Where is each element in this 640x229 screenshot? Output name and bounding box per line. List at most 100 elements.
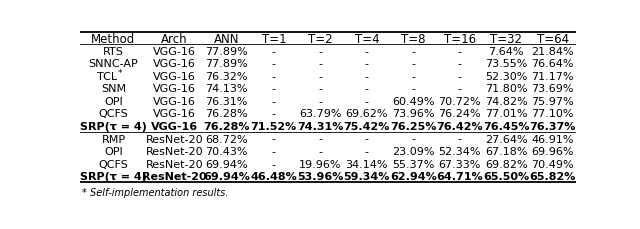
Text: -: - xyxy=(458,134,462,144)
Text: T=64: T=64 xyxy=(537,33,569,46)
Text: ResNet-20: ResNet-20 xyxy=(146,159,204,169)
Text: T=4: T=4 xyxy=(355,33,379,46)
Text: 46.91%: 46.91% xyxy=(531,134,574,144)
Text: 52.30%: 52.30% xyxy=(485,71,527,82)
Text: -: - xyxy=(272,59,276,69)
Text: * Self-implementation results.: * Self-implementation results. xyxy=(83,187,229,197)
Text: ResNet-20: ResNet-20 xyxy=(146,134,204,144)
Text: -: - xyxy=(318,46,323,57)
Text: 75.97%: 75.97% xyxy=(531,96,574,106)
Text: 19.96%: 19.96% xyxy=(299,159,342,169)
Text: 70.43%: 70.43% xyxy=(205,147,248,156)
Text: -: - xyxy=(365,134,369,144)
Text: 67.33%: 67.33% xyxy=(438,159,481,169)
Text: 71.52%: 71.52% xyxy=(251,121,297,131)
Text: 71.80%: 71.80% xyxy=(485,84,527,94)
Text: VGG-16: VGG-16 xyxy=(153,71,196,82)
Text: -: - xyxy=(458,84,462,94)
Text: 70.72%: 70.72% xyxy=(438,96,481,106)
Text: -: - xyxy=(412,84,415,94)
Text: -: - xyxy=(318,71,323,82)
Text: 60.49%: 60.49% xyxy=(392,96,435,106)
Text: 67.18%: 67.18% xyxy=(485,147,527,156)
Text: OPI: OPI xyxy=(104,96,123,106)
Text: -: - xyxy=(365,59,369,69)
Text: T=1: T=1 xyxy=(262,33,286,46)
Text: 69.94%: 69.94% xyxy=(203,172,250,181)
Text: -: - xyxy=(318,134,323,144)
Text: T=16: T=16 xyxy=(444,33,476,46)
Text: RMP: RMP xyxy=(101,134,125,144)
Text: -: - xyxy=(365,71,369,82)
Text: 76.24%: 76.24% xyxy=(438,109,481,119)
Text: 7.64%: 7.64% xyxy=(488,46,524,57)
Text: QCFS: QCFS xyxy=(99,159,128,169)
Text: 21.84%: 21.84% xyxy=(531,46,574,57)
Text: -: - xyxy=(318,147,323,156)
Text: 69.94%: 69.94% xyxy=(205,159,248,169)
Text: 59.34%: 59.34% xyxy=(344,172,390,181)
Text: 70.49%: 70.49% xyxy=(531,159,574,169)
Text: 73.96%: 73.96% xyxy=(392,109,435,119)
Text: 68.72%: 68.72% xyxy=(205,134,248,144)
Text: 69.62%: 69.62% xyxy=(346,109,388,119)
Text: ResNet-20: ResNet-20 xyxy=(142,172,207,181)
Text: -: - xyxy=(365,147,369,156)
Text: OPI: OPI xyxy=(104,147,123,156)
Text: SNM: SNM xyxy=(101,84,126,94)
Text: -: - xyxy=(272,109,276,119)
Text: VGG-16: VGG-16 xyxy=(153,84,196,94)
Text: T=8: T=8 xyxy=(401,33,426,46)
Text: VGG-16: VGG-16 xyxy=(153,96,196,106)
Text: -: - xyxy=(272,46,276,57)
Text: -: - xyxy=(412,134,415,144)
Text: 53.96%: 53.96% xyxy=(297,172,344,181)
Text: 76.42%: 76.42% xyxy=(436,121,483,131)
Text: 77.89%: 77.89% xyxy=(205,46,248,57)
Text: -: - xyxy=(272,147,276,156)
Text: SRP(τ = 4): SRP(τ = 4) xyxy=(80,172,147,181)
Text: RTS: RTS xyxy=(103,46,124,57)
Text: 77.01%: 77.01% xyxy=(485,109,527,119)
Text: 73.55%: 73.55% xyxy=(485,59,527,69)
Text: 74.31%: 74.31% xyxy=(297,121,344,131)
Text: 71.17%: 71.17% xyxy=(531,71,574,82)
Text: -: - xyxy=(458,71,462,82)
Text: ResNet-20: ResNet-20 xyxy=(146,147,204,156)
Text: -: - xyxy=(365,96,369,106)
Text: T=32: T=32 xyxy=(490,33,522,46)
Text: VGG-16: VGG-16 xyxy=(153,59,196,69)
Text: 64.71%: 64.71% xyxy=(436,172,483,181)
Text: -: - xyxy=(272,71,276,82)
Text: 75.42%: 75.42% xyxy=(344,121,390,131)
Text: 77.89%: 77.89% xyxy=(205,59,248,69)
Text: -: - xyxy=(318,96,323,106)
Text: VGG-16: VGG-16 xyxy=(153,109,196,119)
Text: -: - xyxy=(272,84,276,94)
Text: -: - xyxy=(365,84,369,94)
Text: -: - xyxy=(272,134,276,144)
Text: 46.48%: 46.48% xyxy=(250,172,297,181)
Text: VGG-16: VGG-16 xyxy=(151,121,198,131)
Text: 76.28%: 76.28% xyxy=(204,121,250,131)
Text: 76.37%: 76.37% xyxy=(529,121,576,131)
Text: -: - xyxy=(272,159,276,169)
Text: 62.94%: 62.94% xyxy=(390,172,436,181)
Text: -: - xyxy=(412,46,415,57)
Text: 69.96%: 69.96% xyxy=(531,147,574,156)
Text: 76.25%: 76.25% xyxy=(390,121,436,131)
Text: 23.09%: 23.09% xyxy=(392,147,435,156)
Text: QCFS: QCFS xyxy=(99,109,128,119)
Text: 73.69%: 73.69% xyxy=(531,84,574,94)
Text: T=2: T=2 xyxy=(308,33,333,46)
Text: 69.82%: 69.82% xyxy=(485,159,527,169)
Text: -: - xyxy=(412,71,415,82)
Text: Arch: Arch xyxy=(161,33,188,46)
Text: -: - xyxy=(272,96,276,106)
Text: 77.10%: 77.10% xyxy=(531,109,574,119)
Text: ANN: ANN xyxy=(214,33,239,46)
Text: 63.79%: 63.79% xyxy=(299,109,342,119)
Text: 76.32%: 76.32% xyxy=(205,71,248,82)
Text: 76.31%: 76.31% xyxy=(205,96,248,106)
Text: 76.45%: 76.45% xyxy=(483,121,529,131)
